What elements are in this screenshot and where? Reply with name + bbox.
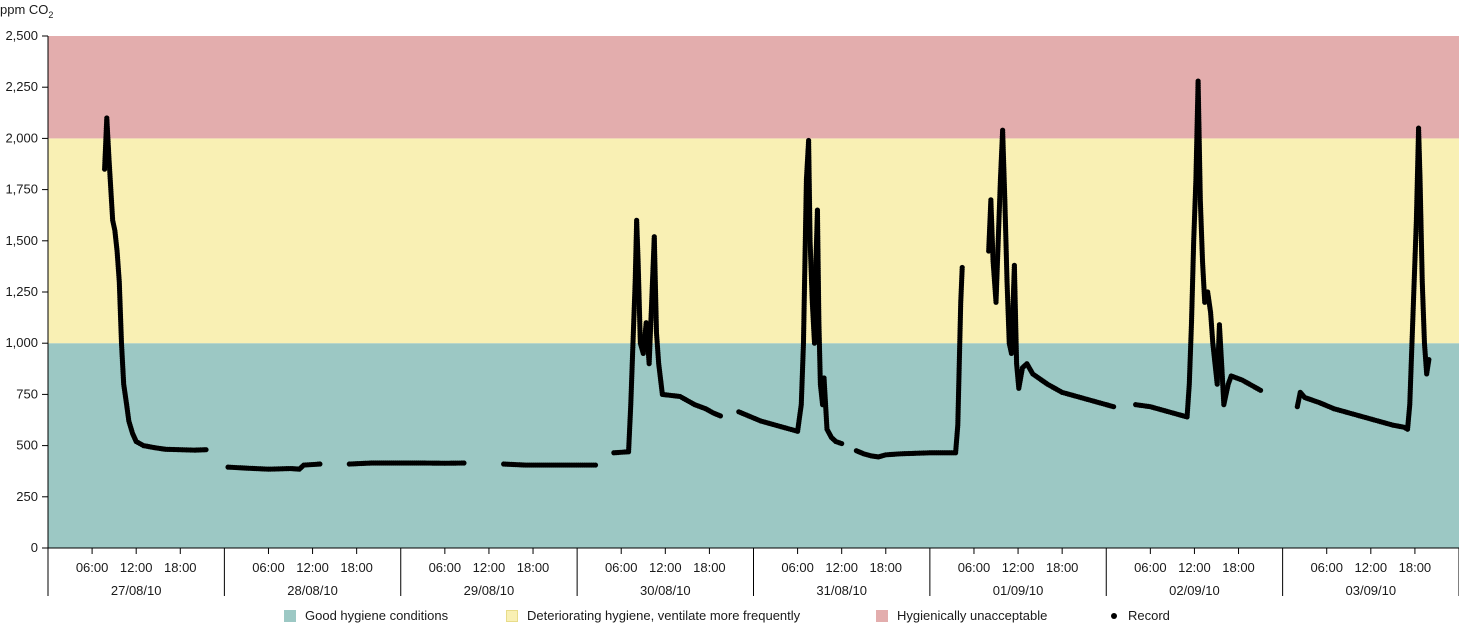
legend: Good hygiene conditions Deteriorating hy… (0, 608, 1459, 628)
legend-swatch-unacceptable (876, 609, 888, 622)
x-day-label: 28/08/10 (287, 583, 338, 598)
x-tick-label: 12:00 (296, 560, 329, 575)
record-segment (986, 127, 1117, 410)
record-segment (225, 461, 323, 472)
y-tick-label: 0 (31, 540, 38, 555)
y-tick-label: 2,250 (5, 79, 38, 94)
x-tick-label: 12:00 (649, 560, 682, 575)
y-tick-label: 1,750 (5, 182, 38, 197)
y-axis: ppm CO2 0 250 500 750 1,000 1,250 1,500 1,750 2,… (0, 2, 53, 555)
x-tick-label: 18:00 (517, 560, 550, 575)
record-segment (346, 460, 467, 467)
legend-swatch-deteriorating (506, 609, 518, 622)
legend-dot-record (1111, 612, 1117, 619)
y-tick-label: 500 (16, 438, 38, 453)
record-point (839, 440, 845, 447)
record-point (1110, 404, 1117, 410)
legend-label-unacceptable: Hygienically unacceptable (897, 608, 1048, 623)
x-tick-label: 12:00 (473, 560, 506, 575)
x-day-label: 31/08/10 (816, 583, 867, 598)
x-tick-label: 06:00 (1134, 560, 1167, 575)
x-tick-label: 18:00 (1222, 560, 1255, 575)
co2-chart: ppm CO2 0 250 500 750 1,000 1,250 1,500 1,750 2,… (0, 2, 1459, 598)
x-tick-label: 06:00 (1310, 560, 1343, 575)
legend-item-good: Good hygiene conditions (284, 608, 448, 623)
y-tick-label: 1,500 (5, 233, 38, 248)
x-tick-label: 18:00 (1399, 560, 1432, 575)
record-point (1257, 387, 1264, 393)
record-points (101, 78, 1432, 472)
band-0 (48, 343, 1459, 548)
legend-item-deteriorating: Deteriorating hygiene, ventilate more fr… (506, 608, 800, 623)
record-segment (1294, 125, 1432, 432)
y-tick-label: 750 (16, 386, 38, 401)
x-tick-label: 18:00 (693, 560, 726, 575)
record-segment (611, 217, 724, 456)
record-point (717, 413, 724, 419)
record-point (317, 461, 323, 467)
record-point (592, 462, 599, 468)
y-tick-label: 2,000 (5, 130, 38, 145)
record-point (959, 264, 965, 271)
record-segment (1133, 78, 1264, 420)
y-tick-label: 250 (16, 489, 38, 504)
x-tick-label: 12:00 (825, 560, 858, 575)
x-tick-label: 12:00 (1355, 560, 1388, 575)
x-tick-label: 18:00 (1046, 560, 1079, 575)
y-tick-label: 2,500 (5, 28, 38, 43)
x-tick-label: 06:00 (76, 560, 109, 575)
band-1 (48, 138, 1459, 344)
legend-label-deteriorating: Deteriorating hygiene, ventilate more fr… (527, 608, 801, 623)
x-tick-label: 12:00 (1178, 560, 1211, 575)
x-tick-label: 06:00 (958, 560, 991, 575)
x-tick-label: 18:00 (164, 560, 197, 575)
legend-item-unacceptable: Hygienically unacceptable (876, 608, 1047, 623)
record-segment (853, 264, 965, 460)
record-segment (501, 461, 599, 468)
x-tick-label: 18:00 (870, 560, 903, 575)
record-point (203, 447, 209, 453)
x-tick-label: 06:00 (605, 560, 638, 575)
x-tick-label: 12:00 (1002, 560, 1035, 575)
x-tick-label: 06:00 (429, 560, 462, 575)
x-day-label: 03/09/10 (1346, 583, 1397, 598)
x-tick-label: 06:00 (781, 560, 814, 575)
x-day-label: 02/09/10 (1169, 583, 1220, 598)
legend-label-record: Record (1128, 608, 1170, 623)
x-day-label: 01/09/10 (993, 583, 1044, 598)
record-segment (736, 137, 845, 447)
x-day-label: 29/08/10 (464, 583, 515, 598)
record-point (461, 460, 467, 466)
y-axis-label: ppm CO2 (0, 2, 53, 20)
record-point (1426, 356, 1432, 363)
legend-item-record: Record (1108, 608, 1170, 623)
x-tick-label: 18:00 (340, 560, 373, 575)
x-day-label: 27/08/10 (111, 583, 162, 598)
record-segment (101, 115, 209, 453)
y-tick-label: 1,250 (5, 284, 38, 299)
legend-label-good: Good hygiene conditions (305, 608, 449, 623)
legend-swatch-good (284, 609, 296, 622)
x-tick-label: 12:00 (120, 560, 153, 575)
band-2 (48, 36, 1459, 139)
x-tick-label: 06:00 (252, 560, 285, 575)
x-day-label: 30/08/10 (640, 583, 691, 598)
y-tick-label: 1,000 (5, 335, 38, 350)
